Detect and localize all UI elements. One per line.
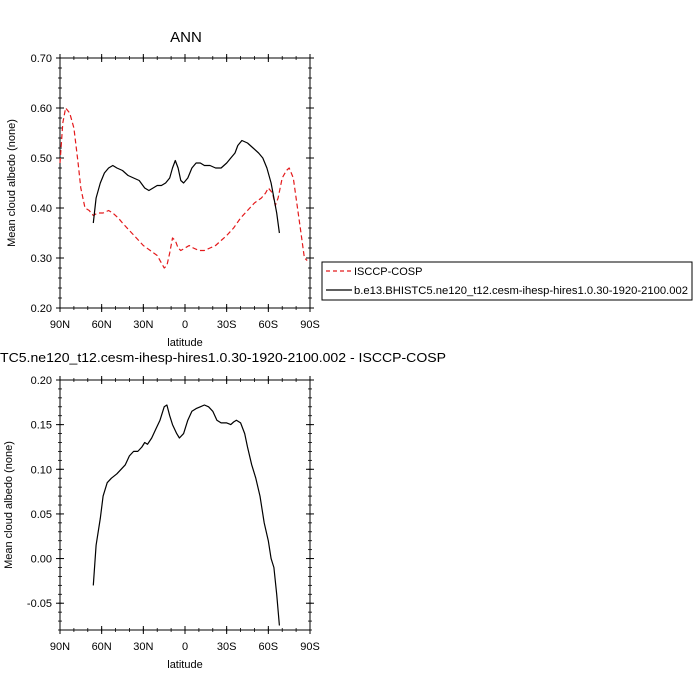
bottom-x-axis-label: latitude [167,659,202,671]
x-tick-label: 90N [50,641,70,653]
y-tick-label: 0.50 [31,153,52,165]
bottom-tick-marks [56,376,314,634]
b-series-line [92,139,280,234]
y-tick-label: 0.15 [31,420,52,432]
y-tick-label: 0.70 [31,53,52,65]
x-tick-label: 60S [259,641,279,653]
y-tick-label: 0.30 [31,253,52,265]
top-series-lines [59,107,308,269]
x-tick-label: 90N [50,319,70,331]
bottom-x-tick-labels: 90N 60N 30N 0 30S 60S 90S [50,641,320,653]
top-tick-marks [56,54,314,312]
x-tick-label: 60N [92,641,112,653]
isccp-cosp-series-line [59,107,308,269]
top-y-axis-label: Mean cloud albedo (none) [6,119,18,247]
top-x-axis-label: latitude [167,337,202,349]
bottom-series-lines [92,404,280,626]
y-tick-label: 0.00 [31,554,52,566]
top-y-tick-labels: 0.20 0.30 0.40 0.50 0.60 0.70 [31,53,52,315]
x-tick-label: 30S [217,641,237,653]
x-tick-label: 30N [133,319,153,331]
bottom-y-tick-labels: -0.05 0.00 0.05 0.10 0.15 0.20 [27,375,52,610]
bottom-y-axis-label: Mean cloud albedo (none) [3,441,15,569]
x-tick-label: 90S [300,319,320,331]
difference-series-line [92,404,280,626]
y-tick-label: 0.10 [31,464,52,476]
y-tick-label: -0.05 [27,598,52,610]
x-tick-label: 60N [92,319,112,331]
top-panel-title: ANN [170,29,202,46]
top-plot-frame [59,57,311,309]
x-tick-label: 90S [300,641,320,653]
legend-box [321,261,693,301]
bottom-panel: TC5.ne120_t12.cesm-ihesp-hires1.0.30-192… [0,350,446,671]
x-tick-label: 30S [217,319,237,331]
bottom-plot-frame [59,379,311,631]
legend: ISCCP-COSP b.e13.BHISTC5.ne120_t12.cesm-… [321,261,693,301]
x-tick-label: 0 [182,319,188,331]
y-tick-label: 0.20 [31,303,52,315]
y-tick-label: 0.60 [31,103,52,115]
x-tick-label: 60S [259,319,279,331]
legend-label-model: b.e13.BHISTC5.ne120_t12.cesm-ihesp-hires… [354,285,688,297]
x-tick-label: 30N [133,641,153,653]
y-tick-label: 0.40 [31,203,52,215]
y-tick-label: 0.05 [31,509,52,521]
legend-label-isccp: ISCCP-COSP [354,266,422,278]
y-tick-label: 0.20 [31,375,52,387]
bottom-panel-title: TC5.ne120_t12.cesm-ihesp-hires1.0.30-192… [0,350,446,365]
x-tick-label: 0 [182,641,188,653]
top-x-tick-labels: 90N 60N 30N 0 30S 60S 90S [50,319,320,331]
top-panel: ANN 0.20 0.30 0.40 0.50 0.60 0.70 90N 60N 30N 0 3… [6,29,320,349]
